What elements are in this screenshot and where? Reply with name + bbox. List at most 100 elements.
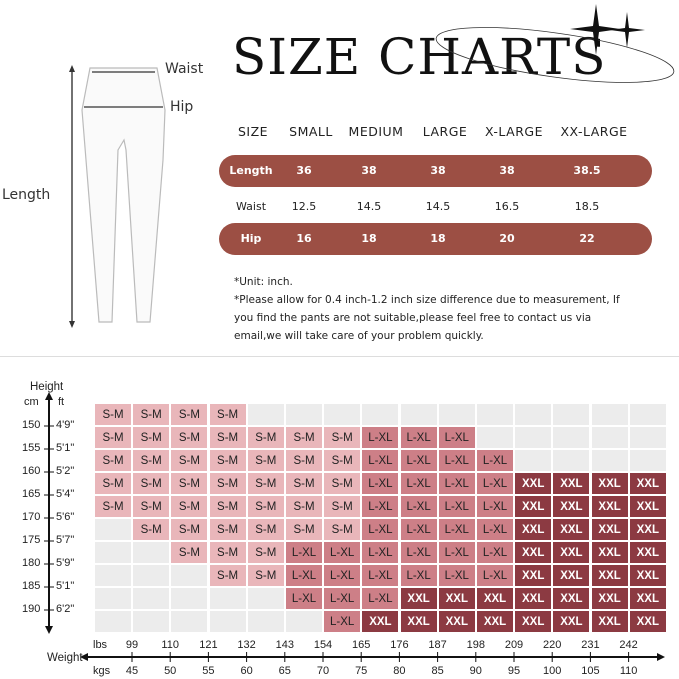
size-cell-s-m: S-M — [171, 519, 208, 540]
note-line: *Unit: inch. — [234, 276, 293, 288]
height-axis-title: Height — [30, 381, 64, 393]
table-header: LARGE — [422, 124, 468, 139]
weight-kg-label: 65 — [278, 665, 291, 677]
size-cell-s-m: S-M — [133, 473, 170, 494]
size-cell-s-m: S-M — [171, 542, 208, 563]
divider — [0, 356, 679, 357]
weight-kg-label: 45 — [125, 665, 139, 677]
empty-cell — [133, 565, 170, 586]
size-cell-xxl: XXL — [477, 588, 513, 609]
size-cell-l-xl: L-XL — [362, 473, 399, 494]
size-cell-s-m: S-M — [286, 450, 322, 471]
empty-cell — [553, 427, 590, 448]
size-cell-s-m: S-M — [209, 542, 246, 563]
empty-cell — [95, 519, 131, 540]
size-cell-l-xl: L-XL — [438, 450, 475, 471]
empty-cell — [209, 588, 246, 609]
size-cell-s-m: S-M — [247, 450, 284, 471]
empty-cell — [286, 611, 322, 632]
size-cell-s-m: S-M — [324, 496, 361, 517]
waist-label: Waist — [165, 61, 204, 77]
size-cell-l-xl: L-XL — [362, 427, 399, 448]
table-header: SIZE — [237, 124, 269, 139]
size-cell-xxl: XXL — [515, 588, 552, 609]
table-cell: 16 — [296, 232, 312, 245]
weight-kg-label: 50 — [164, 665, 177, 677]
weight-kg-label: 60 — [240, 665, 253, 677]
size-cell-xxl: XXL — [629, 519, 666, 540]
empty-cell — [400, 404, 437, 425]
size-cell-l-xl: L-XL — [362, 565, 399, 586]
table-row: Hip 16 18 18 20 22 — [219, 223, 652, 255]
size-cell-l-xl: L-XL — [286, 542, 322, 563]
size-cell-s-m: S-M — [209, 519, 246, 540]
size-cell-xxl: XXL — [629, 542, 666, 563]
table-row: Length 36 38 38 38 38.5 — [219, 155, 652, 187]
empty-cell — [95, 611, 131, 632]
size-cell-l-xl: L-XL — [362, 496, 399, 517]
table-cell: 18.5 — [574, 200, 600, 213]
weight-lbs-label: 187 — [428, 639, 447, 651]
height-ft-label: 5'1" — [56, 580, 75, 592]
height-ft-label: 6'2" — [56, 603, 75, 615]
size-cell-l-xl: L-XL — [400, 473, 437, 494]
size-cell-s-m: S-M — [209, 496, 246, 517]
size-cell-l-xl: L-XL — [477, 519, 513, 540]
table-cell: 22 — [579, 232, 595, 245]
size-cell-xxl: XXL — [553, 519, 590, 540]
weight-lbs-label: 143 — [275, 639, 294, 651]
size-cell-s-m: S-M — [133, 404, 170, 425]
size-cell-l-xl: L-XL — [324, 542, 361, 563]
table-cell: 38 — [499, 164, 515, 177]
hip-label: Hip — [170, 99, 194, 115]
size-cell-s-m: S-M — [95, 404, 131, 425]
size-cell-l-xl: L-XL — [400, 427, 437, 448]
table-cell: 18 — [361, 232, 377, 245]
size-cell-s-m: S-M — [209, 427, 246, 448]
size-cell-l-xl: L-XL — [400, 450, 437, 471]
length-label: Length — [2, 187, 51, 203]
empty-cell — [247, 611, 284, 632]
weight-kg-label: 110 — [619, 665, 638, 677]
size-cell-s-m: S-M — [133, 450, 170, 471]
size-cell-xxl: XXL — [629, 611, 666, 632]
empty-cell — [286, 404, 322, 425]
row-label: Length — [229, 164, 273, 177]
size-cell-xxl: XXL — [515, 496, 552, 517]
size-cell-s-m: S-M — [286, 519, 322, 540]
weight-lbs-label: 231 — [581, 639, 600, 651]
empty-cell — [591, 450, 628, 471]
size-cell-xxl: XXL — [591, 588, 628, 609]
size-cell-xxl: XXL — [591, 542, 628, 563]
size-cell-s-m: S-M — [324, 473, 361, 494]
empty-cell — [324, 404, 361, 425]
empty-cell — [95, 588, 131, 609]
size-cell-l-xl: L-XL — [438, 565, 475, 586]
leggings-illustration — [81, 67, 166, 323]
empty-cell — [553, 404, 590, 425]
size-cell-xxl: XXL — [362, 611, 399, 632]
size-cell-l-xl: L-XL — [438, 427, 475, 448]
size-cell-l-xl: L-XL — [286, 565, 322, 586]
size-cell-s-m: S-M — [286, 496, 322, 517]
table-cell: 18 — [430, 232, 446, 245]
empty-cell — [171, 565, 208, 586]
size-cell-xxl: XXL — [553, 542, 590, 563]
size-cell-xxl: XXL — [400, 588, 437, 609]
size-cell-s-m: S-M — [171, 450, 208, 471]
size-cell-xxl: XXL — [553, 588, 590, 609]
size-cell-xxl: XXL — [629, 588, 666, 609]
size-cell-s-m: S-M — [95, 496, 131, 517]
size-cell-xxl: XXL — [438, 611, 475, 632]
size-cell-xxl: XXL — [553, 611, 590, 632]
size-cell-xxl: XXL — [400, 611, 437, 632]
weight-kg-label: 95 — [507, 665, 521, 677]
size-cell-s-m: S-M — [133, 519, 170, 540]
height-cm-label: 170 — [22, 511, 41, 523]
weight-lbs-label: 121 — [199, 639, 218, 651]
size-cell-s-m: S-M — [286, 473, 322, 494]
note-line: email,we will take care of your problem … — [234, 330, 484, 342]
cm-label: cm — [24, 396, 39, 408]
